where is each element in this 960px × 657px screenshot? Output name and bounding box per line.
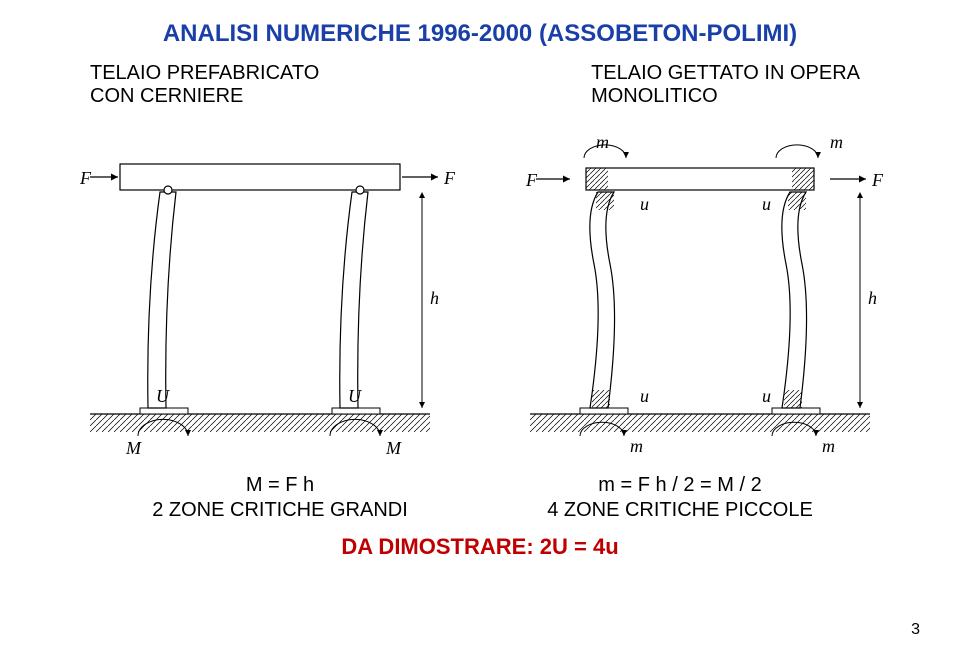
label-M-left: M xyxy=(125,438,142,458)
label-F-right2: F xyxy=(871,170,884,190)
label-u-botL: u xyxy=(640,386,649,406)
label-u-topR: u xyxy=(762,194,771,214)
caption-left-1: M = F h xyxy=(80,474,480,497)
label-h: h xyxy=(430,288,439,308)
label-m-botL: m xyxy=(630,436,643,456)
caption-left-2: 2 ZONE CRITICHE GRANDI xyxy=(80,499,480,522)
label-u-topL: u xyxy=(640,194,649,214)
subtitle-right: TELAIO GETTATO IN OPERA MONOLITICO xyxy=(591,62,860,108)
label-U-right: U xyxy=(348,386,362,406)
caption-right-2: 4 ZONE CRITICHE PICCOLE xyxy=(480,499,880,522)
caption-right: m = F h / 2 = M / 2 4 ZONE CRITICHE PICC… xyxy=(480,472,880,524)
label-F-right: F xyxy=(443,168,456,188)
subtitle-left-2: CON CERNIERE xyxy=(90,85,319,108)
subtitle-right-2: MONOLITICO xyxy=(591,85,860,108)
label-F-left2: F xyxy=(525,170,538,190)
label-u-botR: u xyxy=(762,386,771,406)
page-title: ANALISI NUMERICHE 1996-2000 (ASSOBETON-P… xyxy=(30,20,930,48)
label-M-right: M xyxy=(385,438,402,458)
subtitle-right-1: TELAIO GETTATO IN OPERA xyxy=(591,62,860,85)
page-number: 3 xyxy=(911,621,920,639)
label-U-left: U xyxy=(156,386,170,406)
label-h2: h xyxy=(868,288,877,308)
label-m-botR: m xyxy=(822,436,835,456)
subtitle-row: TELAIO PREFABRICATO CON CERNIERE TELAIO … xyxy=(30,62,930,108)
diagram-row: F F h U U M M xyxy=(30,114,930,474)
label-m-topL: m xyxy=(596,132,609,152)
final-statement: DA DIMOSTRARE: 2U = 4u xyxy=(30,534,930,560)
subtitle-left-1: TELAIO PREFABRICATO xyxy=(90,62,319,85)
left-diagram: F F h U U M M xyxy=(60,114,460,474)
label-m-topR: m xyxy=(830,132,843,152)
subtitle-left: TELAIO PREFABRICATO CON CERNIERE xyxy=(90,62,319,108)
label-F-left: F xyxy=(79,168,92,188)
caption-right-1: m = F h / 2 = M / 2 xyxy=(480,474,880,497)
right-diagram: m m F F u u h u u m m xyxy=(500,114,900,474)
captions-row: M = F h 2 ZONE CRITICHE GRANDI m = F h /… xyxy=(30,472,930,524)
caption-left: M = F h 2 ZONE CRITICHE GRANDI xyxy=(80,472,480,524)
